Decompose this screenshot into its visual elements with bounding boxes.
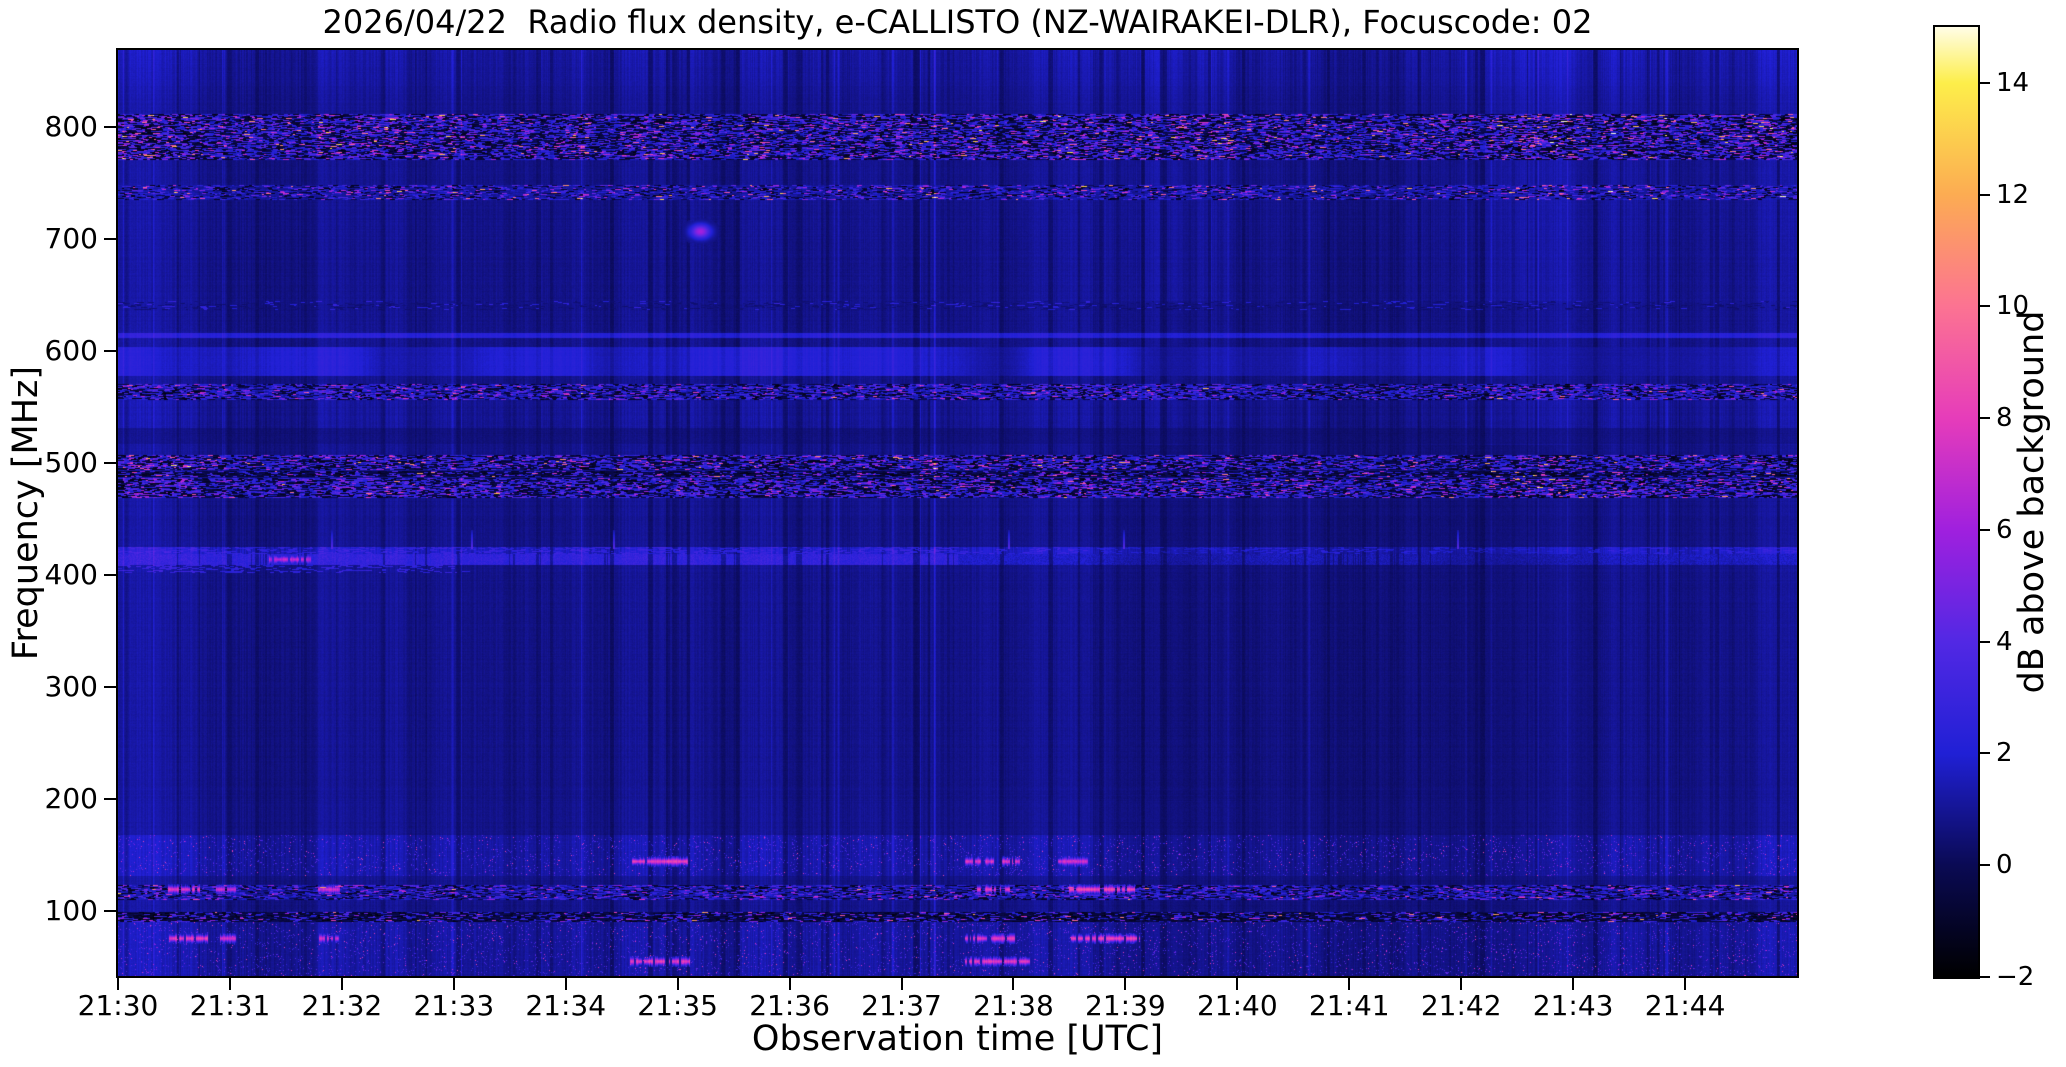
colorbar-tick-mark (1980, 864, 1990, 867)
x-tick-mark (1236, 978, 1239, 990)
x-tick-label: 21:30 (77, 989, 159, 1022)
colorbar-tick-mark (1980, 193, 1990, 196)
x-tick-label: 21:43 (1532, 989, 1614, 1022)
x-tick-mark (228, 978, 231, 990)
colorbar-tick-mark (1980, 752, 1990, 755)
y-tick-label: 400 (44, 558, 98, 592)
y-tick-mark (104, 574, 116, 577)
x-tick-mark (1124, 978, 1127, 990)
x-axis-label: Observation time [UTC] (751, 1019, 1164, 1059)
y-tick-mark (104, 126, 116, 129)
spectrogram-canvas (118, 50, 1797, 976)
x-tick-label: 21:39 (1085, 989, 1166, 1022)
colorbar-tick-mark (1980, 417, 1990, 420)
x-tick-mark (1348, 978, 1351, 990)
y-tick-label: 600 (44, 334, 98, 368)
x-tick-mark (564, 978, 567, 990)
colorbar-tick-mark (1980, 81, 1990, 84)
x-tick-mark (1460, 978, 1463, 990)
y-tick-label: 500 (44, 446, 98, 480)
x-tick-label: 21:41 (1308, 989, 1390, 1022)
x-tick-mark (1572, 978, 1575, 990)
colorbar-tick-label: 0 (1996, 850, 2013, 881)
y-tick-mark (104, 798, 116, 801)
x-tick-label: 21:42 (1420, 989, 1502, 1022)
colorbar-gradient (1935, 27, 1978, 977)
x-tick-mark (1012, 978, 1015, 990)
colorbar-tick-mark (1980, 305, 1990, 308)
y-tick-mark (104, 350, 116, 353)
y-tick-mark (104, 686, 116, 689)
x-tick-label: 21:37 (861, 989, 942, 1022)
colorbar-tick-label: 8 (1996, 403, 2013, 434)
x-tick-mark (900, 978, 903, 990)
y-tick-label: 100 (44, 894, 98, 928)
colorbar-tick-label: −2 (1996, 962, 2035, 992)
x-tick-label: 21:31 (189, 989, 271, 1022)
x-tick-label: 21:38 (973, 989, 1054, 1022)
colorbar-tick-label: 12 (1996, 179, 2030, 210)
colorbar-tick-mark (1980, 528, 1990, 531)
x-tick-mark (452, 978, 455, 990)
x-tick-label: 21:36 (749, 989, 830, 1022)
colorbar-tick-label: 2 (1996, 738, 2013, 769)
colorbar-tick-mark (1980, 976, 1990, 978)
x-tick-mark (340, 978, 343, 990)
chart-title: 2026/04/22 Radio flux density, e-CALLIST… (322, 3, 1593, 41)
y-tick-mark (104, 462, 116, 465)
plot-frame (116, 48, 1799, 978)
y-tick-label: 200 (44, 782, 98, 816)
colorbar-tick-mark (1980, 640, 1990, 643)
y-tick-label: 800 (44, 110, 98, 144)
x-tick-mark (117, 978, 119, 990)
colorbar-tick-label: 4 (1996, 626, 2013, 657)
y-tick-mark (104, 910, 116, 913)
x-tick-label: 21:35 (637, 989, 718, 1022)
x-tick-label: 21:34 (525, 989, 607, 1022)
y-tick-mark (104, 238, 116, 241)
colorbar-frame (1933, 25, 1980, 979)
y-axis-label: Frequency [MHz] (6, 365, 46, 661)
y-tick-label: 700 (44, 222, 98, 256)
x-tick-mark (788, 978, 791, 990)
x-tick-label: 21:33 (413, 989, 495, 1022)
colorbar-tick-label: 6 (1996, 514, 2013, 545)
x-tick-label: 21:40 (1196, 989, 1278, 1022)
colorbar-tick-label: 14 (1996, 67, 2030, 98)
y-tick-label: 300 (44, 670, 98, 704)
x-tick-mark (1684, 978, 1687, 990)
colorbar-tick-label: 10 (1996, 291, 2030, 322)
x-tick-label: 21:32 (301, 989, 383, 1022)
x-tick-mark (676, 978, 679, 990)
colorbar-label: dB above background (2012, 310, 2052, 694)
x-tick-label: 21:44 (1644, 989, 1726, 1022)
